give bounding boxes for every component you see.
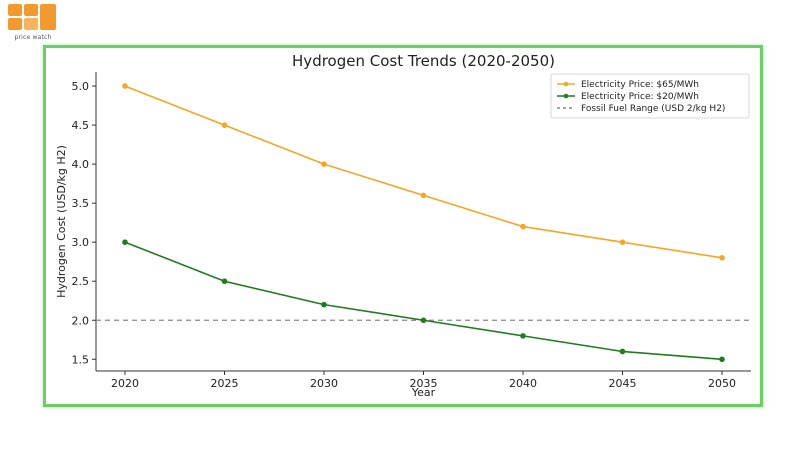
series-1-point (221, 122, 228, 128)
series-2-point (321, 301, 327, 308)
y-tick-label: 2.0 (72, 314, 90, 327)
x-tick-label: 2040 (509, 377, 537, 390)
series-2-point (619, 348, 626, 355)
chart-title: Hydrogen Cost Trends (2020-2050) (292, 52, 555, 70)
legend-marker-2 (563, 93, 569, 99)
x-tick-label: 2045 (609, 377, 637, 390)
x-axis-title: Year (411, 386, 436, 399)
x-tick-label: 2035 (410, 377, 438, 390)
legend-label-1: Electricity Price: $65/MWh (581, 80, 699, 90)
price-watch-logo: price watch (6, 4, 60, 42)
series-2-point (520, 333, 526, 339)
series-1-point (122, 83, 128, 89)
series-line-2 (124, 241, 723, 361)
y-tick-label: 1.5 (72, 353, 90, 366)
logo-icon (6, 4, 60, 32)
y-tick-label: 3.5 (72, 197, 90, 210)
series-1-point (719, 255, 725, 261)
x-tick-label: 2050 (708, 377, 736, 390)
y-tick-label: 3.0 (72, 236, 90, 249)
y-tick-label: 5.0 (72, 80, 90, 93)
series-1-point (420, 192, 427, 199)
x-tick-label: 2020 (111, 377, 139, 390)
y-tick-label: 4.5 (72, 119, 90, 132)
legend-label-3: Fossil Fuel Range (USD 2/kg H2) (581, 104, 725, 114)
series-2-point (420, 317, 427, 324)
series-1-point (321, 161, 327, 167)
series-2-point (122, 239, 128, 245)
series-2-point (221, 278, 228, 285)
x-tick-label: 2030 (310, 377, 338, 390)
series-2-point (719, 356, 725, 363)
series-1-point (520, 223, 526, 230)
logo-text: price watch (14, 34, 52, 41)
y-tick-label: 2.5 (72, 275, 90, 288)
y-axis-title: Hydrogen Cost (USD/kg H2) (55, 145, 68, 298)
x-tick-label: 2025 (211, 377, 239, 390)
y-tick-label: 4.0 (72, 158, 90, 171)
legend-label-2: Electricity Price: $20/MWh (581, 92, 699, 102)
legend-box (550, 73, 750, 119)
legend-marker-1 (563, 81, 569, 87)
series-1-point (619, 239, 626, 245)
